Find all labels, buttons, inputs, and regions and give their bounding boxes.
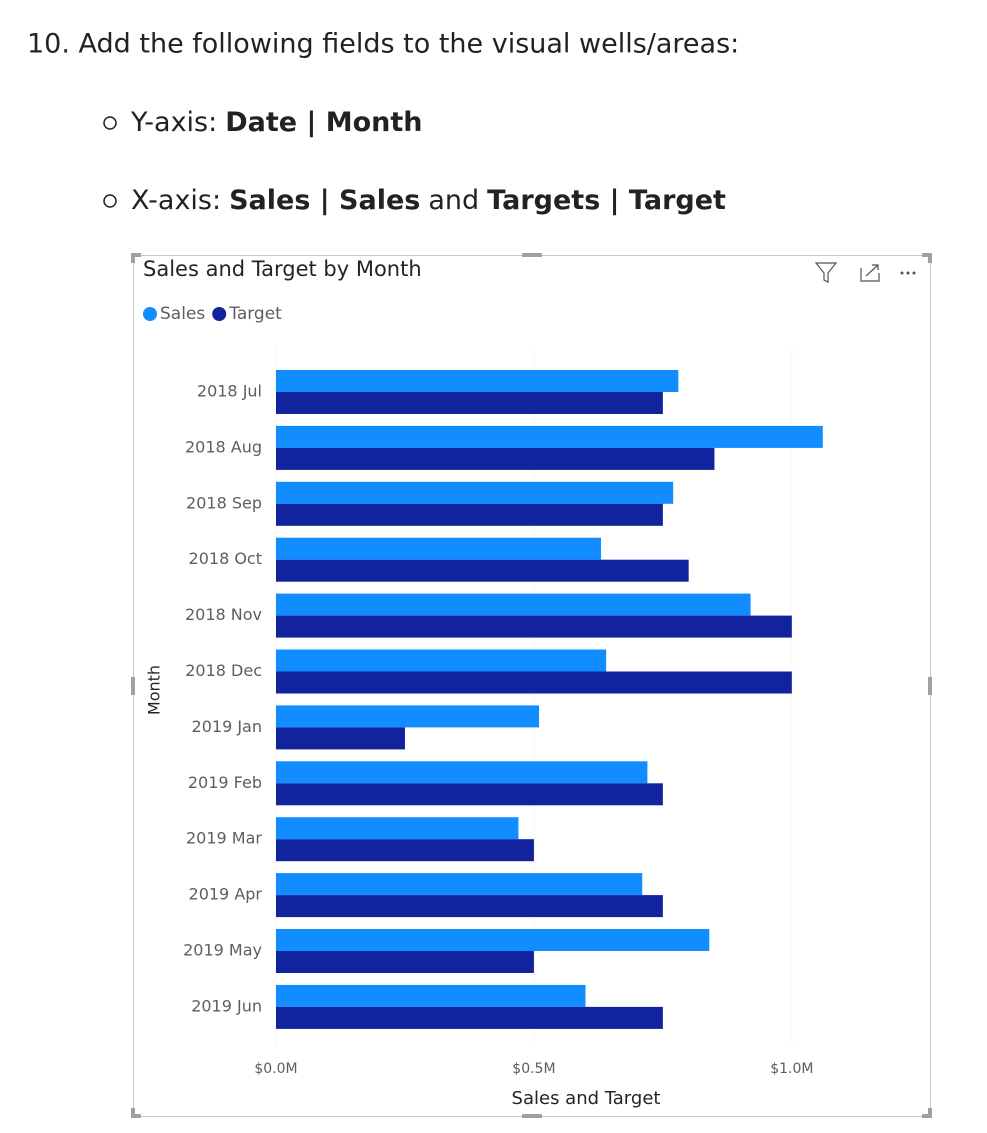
bar: [276, 895, 663, 918]
y-tick-label: 2018 Aug: [185, 437, 262, 456]
bullet-icon: [103, 194, 117, 208]
bullet-segment: and: [428, 185, 479, 216]
bar: [276, 392, 663, 414]
legend-label: Target: [228, 304, 282, 324]
step-heading: 10. Add the following fields to the visu…: [27, 29, 739, 60]
bar: [276, 783, 663, 806]
y-tick-label: 2018 Nov: [185, 605, 262, 624]
bullet-icon: [103, 116, 117, 130]
legend-swatch: [143, 307, 157, 321]
bullet-segment: X-axis:: [131, 185, 221, 216]
x-tick-label: $0.0M: [254, 1061, 297, 1077]
bar: [276, 951, 534, 973]
y-tick-label: 2018 Sep: [186, 493, 262, 512]
bar: [276, 559, 689, 582]
focus-mode-icon[interactable]: [860, 264, 880, 282]
y-tick-label: 2019 Feb: [188, 773, 262, 792]
legend-swatch: [212, 307, 227, 321]
bar: [276, 425, 823, 448]
bar: [276, 705, 540, 728]
y-axis-title: Month: [145, 665, 164, 715]
bullet-segment: Date | Month: [225, 107, 422, 138]
bullet-text: X-axis: Sales | Sales and Targets | Target: [131, 185, 726, 216]
bullet-segment: Targets | Target: [487, 185, 726, 216]
bar: [276, 615, 792, 638]
y-tick-label: 2019 Apr: [189, 885, 263, 904]
bar: [276, 649, 607, 672]
y-tick-label: 2018 Oct: [189, 549, 262, 568]
x-tick-label: $0.5M: [512, 1061, 555, 1077]
y-tick-label: 2019 Jan: [192, 717, 262, 736]
bullet-text: Y-axis: Date | Month: [130, 107, 423, 138]
bar: [276, 984, 586, 1007]
bar: [276, 727, 405, 750]
bar: [276, 593, 751, 616]
bar: [276, 929, 710, 951]
more-options-icon[interactable]: [900, 271, 916, 275]
bar: [276, 873, 643, 896]
y-tick-label: 2018 Jul: [197, 382, 262, 401]
y-tick-label: 2019 May: [183, 941, 262, 960]
y-tick-label: 2018 Dec: [185, 661, 262, 680]
bar: [276, 370, 679, 392]
y-tick-label: 2019 Mar: [186, 829, 262, 848]
bullet-segment: Y-axis:: [130, 107, 217, 138]
bar: [276, 1006, 663, 1029]
bar: [276, 447, 715, 470]
resize-handles: [131, 253, 932, 1118]
bar: [276, 839, 534, 862]
bar: [276, 761, 648, 784]
y-tick-label: 2019 Jun: [191, 996, 262, 1015]
bar: [276, 503, 663, 526]
bar: [276, 537, 601, 560]
chart-title: Sales and Target by Month: [143, 257, 422, 281]
bar: [276, 817, 519, 840]
x-axis-title: Sales and Target: [512, 1088, 661, 1109]
bullet-segment: Sales | Sales: [229, 185, 420, 216]
bar: [276, 481, 674, 504]
x-tick-label: $1.0M: [770, 1061, 813, 1077]
bar: [276, 671, 792, 694]
filter-icon[interactable]: [814, 262, 838, 283]
legend-label: Sales: [160, 304, 205, 324]
